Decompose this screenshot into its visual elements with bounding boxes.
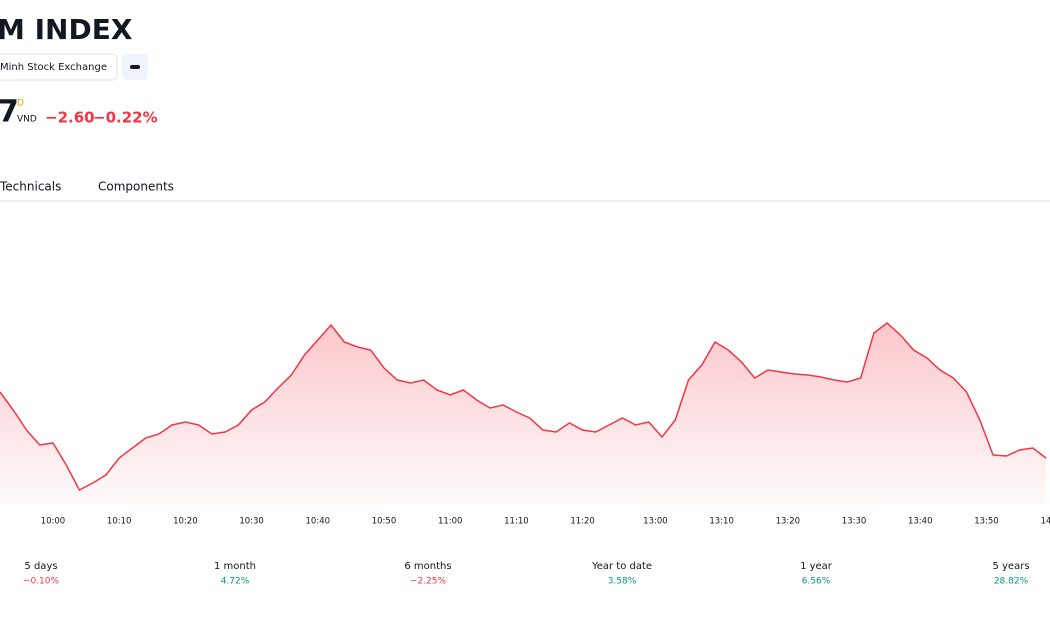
period-change: 6.56% (802, 577, 831, 587)
x-tick-label: 10:30 (239, 517, 264, 527)
x-tick-label: 14 (1041, 517, 1050, 527)
period-change: 4.72% (221, 577, 250, 587)
x-tick-label: 10:50 (372, 517, 397, 527)
x-tick-label: 11:10 (504, 517, 529, 527)
period-label: 6 months (404, 561, 451, 572)
x-tick-label: 11:20 (570, 517, 595, 527)
x-tick-label: 10:20 (173, 517, 198, 527)
period-label: Year to date (591, 561, 652, 572)
period-change: 3.58% (608, 577, 637, 587)
tab[interactable]: Technicals (0, 180, 61, 194)
period-change: −0.10% (23, 577, 60, 587)
symbol-title: M INDEX (0, 13, 133, 46)
x-tick-label: 13:10 (709, 517, 734, 527)
x-tick-label: 10:40 (306, 517, 331, 527)
x-tick-label: 11:00 (438, 517, 463, 527)
price-change: −2.60 (45, 109, 95, 127)
period-label: 5 years (992, 561, 1029, 572)
price-change-percent: −0.22% (93, 109, 158, 127)
x-tick-label: 13:00 (643, 517, 668, 527)
period-label: 5 days (24, 561, 57, 572)
price: 7 (0, 95, 19, 130)
x-tick-label: 10:10 (107, 517, 132, 527)
x-tick-label: 13:40 (908, 517, 933, 527)
x-tick-label: 10:00 (41, 517, 66, 527)
price-flag: D (17, 99, 24, 109)
period-label: 1 month (214, 561, 256, 572)
price-line (0, 322, 1047, 492)
exchange-name: Minh Stock Exchange (0, 62, 107, 73)
period-change: −2.25% (410, 577, 447, 587)
currency: VND (17, 115, 37, 125)
x-tick-label: 13:50 (974, 517, 999, 527)
more-icon (130, 65, 140, 69)
x-tick-label: 13:30 (842, 517, 867, 527)
period-label: 1 year (800, 561, 833, 572)
exchange-chip[interactable] (0, 53, 118, 81)
x-tick-label: 13:20 (776, 517, 801, 527)
tab[interactable]: Components (98, 180, 174, 194)
area-fill (0, 323, 1047, 505)
period-change: 28.82% (994, 577, 1029, 587)
